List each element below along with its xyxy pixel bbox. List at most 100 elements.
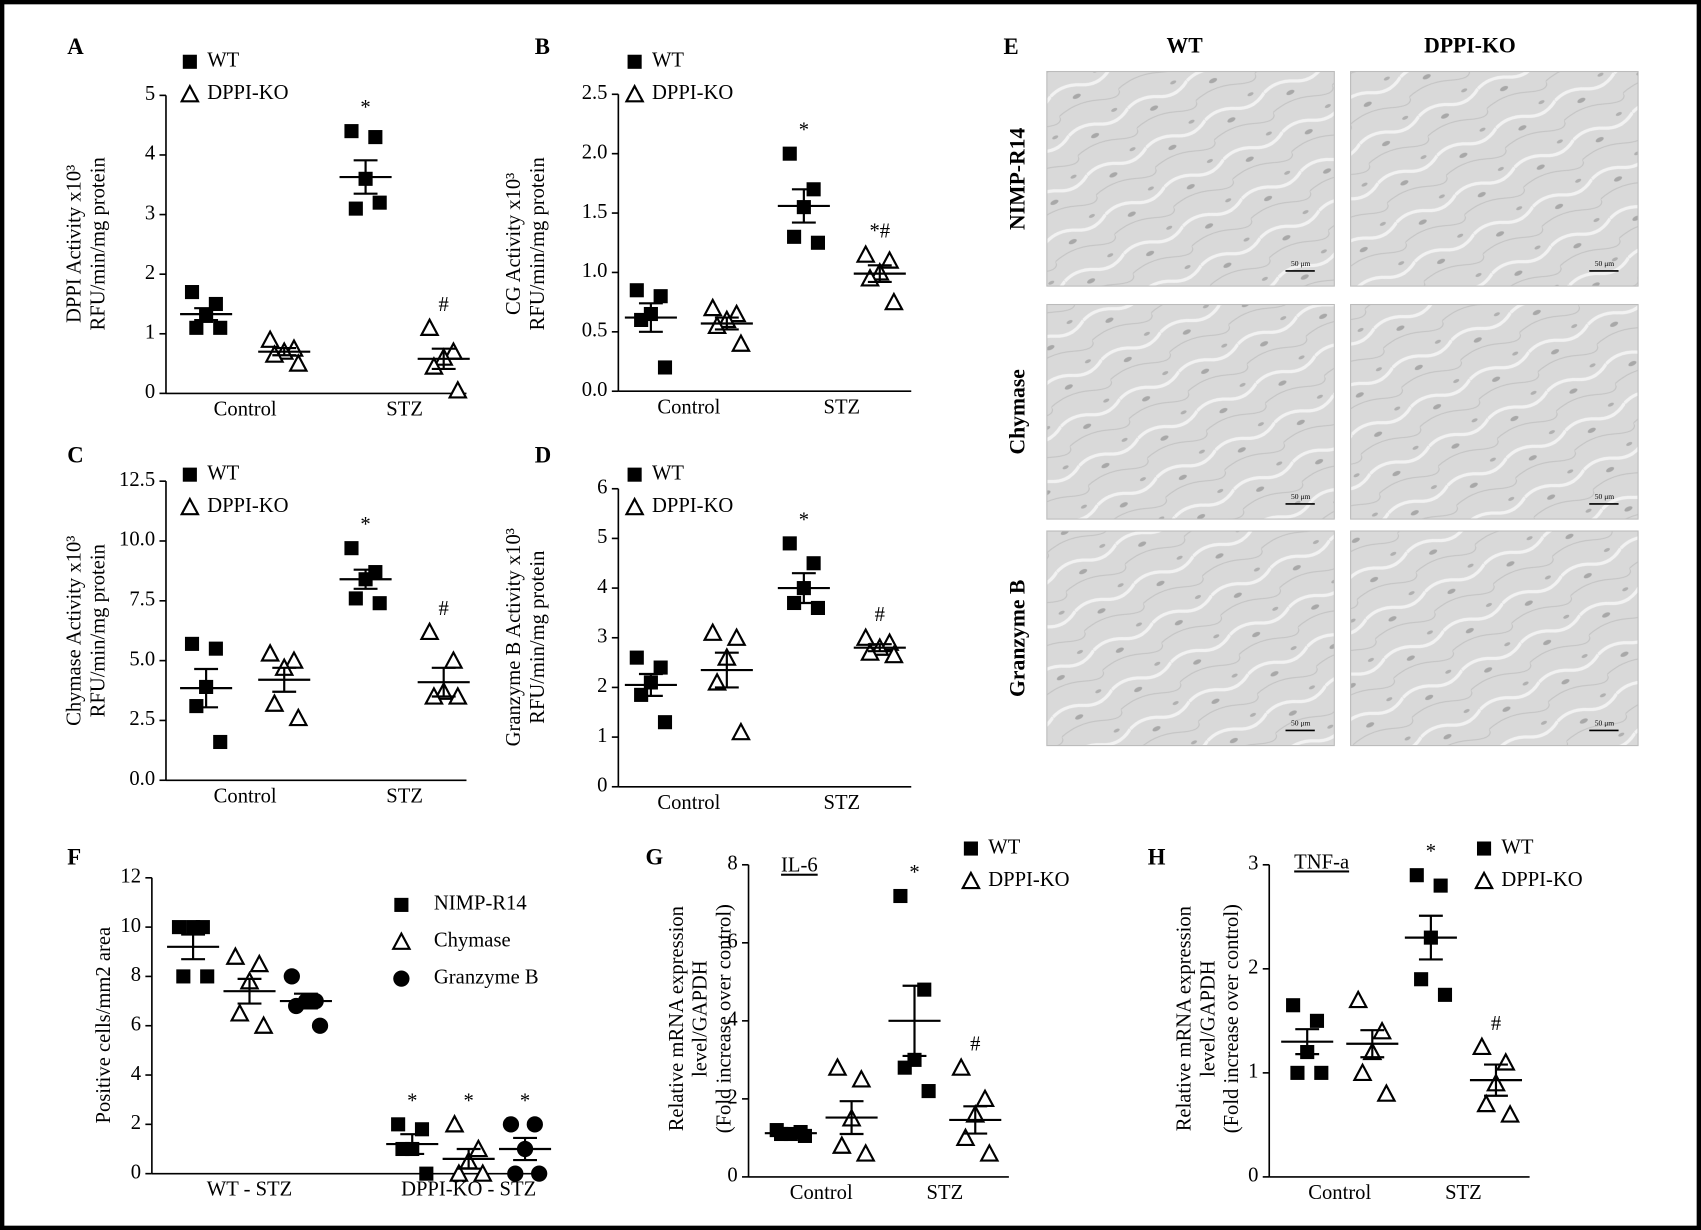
y-tick-label: 12 xyxy=(120,866,141,888)
legend-marker xyxy=(1474,870,1494,890)
marker-triangle xyxy=(249,953,270,973)
sem-bar xyxy=(293,992,318,1010)
sem-bar xyxy=(431,666,456,698)
legend-label: DPPI-KO xyxy=(207,495,288,517)
y-axis-label: RFU/min/mg protein xyxy=(88,544,110,717)
marker-triangle xyxy=(726,627,747,646)
y-tick-label: 2 xyxy=(145,262,155,284)
marker-square xyxy=(189,320,204,335)
panel-letter: H xyxy=(1148,845,1166,870)
marker-square xyxy=(200,969,215,984)
legend-marker xyxy=(179,83,200,103)
y-tick-label: 7.5 xyxy=(129,589,155,611)
marker-square xyxy=(184,285,200,300)
marker-square xyxy=(657,360,673,375)
marker-square xyxy=(1309,1013,1325,1028)
sem-bar xyxy=(791,572,816,605)
y-tick-label: 4 xyxy=(727,1009,737,1031)
significance-mark: * xyxy=(360,97,370,119)
x-category-label: STZ xyxy=(823,396,860,418)
y-axis-label: level/GAPDH xyxy=(690,960,712,1077)
sem-bar xyxy=(194,307,219,322)
y-tick-label: 1.5 xyxy=(582,201,608,223)
y-tick-label: 1 xyxy=(1248,1061,1258,1083)
legend-label: WT xyxy=(652,50,684,72)
legend-marker xyxy=(179,496,200,516)
y-tick-label: 0 xyxy=(1248,1165,1258,1187)
micrograph xyxy=(1046,530,1335,747)
marker-triangle xyxy=(1352,1062,1373,1081)
marker-triangle xyxy=(264,344,285,363)
scale-label: 50 μm xyxy=(1291,492,1311,501)
sem-bar xyxy=(237,977,262,1005)
marker-triangle xyxy=(264,693,285,712)
sem-bar xyxy=(194,667,219,709)
y-tick-label: 0 xyxy=(727,1165,737,1187)
sem-bar xyxy=(791,188,816,224)
y-tick-label: 2.5 xyxy=(582,82,608,104)
micrograph xyxy=(1350,303,1639,520)
marker-triangle xyxy=(855,627,876,646)
marker-triangle xyxy=(979,1143,1000,1162)
marker-triangle xyxy=(831,1135,852,1154)
x-category-label: Control xyxy=(214,785,277,807)
marker-square xyxy=(414,1122,430,1137)
y-axis-label: RFU/min/mg protein xyxy=(527,157,549,330)
y-tick-label: 8 xyxy=(131,964,141,986)
significance-mark: * xyxy=(799,120,809,142)
legend-label: WT xyxy=(207,462,239,484)
significance-mark: # xyxy=(970,1034,980,1056)
y-tick-label: 0.0 xyxy=(582,379,608,401)
sem-bar xyxy=(638,672,663,697)
marker-triangle xyxy=(1348,989,1369,1009)
panel-letter: A xyxy=(67,34,84,59)
marker-square xyxy=(395,1141,410,1157)
marker-circle xyxy=(507,1165,524,1182)
legend-label: WT xyxy=(988,836,1020,858)
y-tick-label: 3 xyxy=(1248,853,1258,875)
significance-mark: * xyxy=(407,1090,417,1112)
legend-marker xyxy=(394,897,409,912)
marker-triangle xyxy=(447,379,468,399)
x-category-label: Control xyxy=(790,1182,853,1204)
x-category-label: Control xyxy=(657,792,720,814)
significance-mark: * xyxy=(1426,841,1436,863)
scale-label: 50 μm xyxy=(1291,719,1311,728)
marker-square xyxy=(629,650,644,665)
y-tick-label: 1 xyxy=(145,322,155,344)
y-axis-label: CG Activity x10³ xyxy=(503,173,525,315)
micrograph xyxy=(1350,530,1639,747)
marker-triangle xyxy=(855,244,876,263)
legend-marker xyxy=(627,54,642,69)
marker-square xyxy=(171,920,187,935)
sem-bar xyxy=(513,1136,537,1162)
legend-marker xyxy=(963,841,978,856)
marker-square xyxy=(787,229,802,244)
marker-circle xyxy=(526,1116,543,1133)
y-axis-label: (Fold increase over control) xyxy=(713,904,735,1133)
legend-marker xyxy=(624,83,645,103)
marker-square xyxy=(634,312,649,327)
legend-marker xyxy=(960,870,981,890)
sem-bar xyxy=(181,933,206,961)
marker-triangle xyxy=(260,643,281,662)
sem-bar xyxy=(1484,1063,1508,1097)
y-axis-label: (Fold increase over control) xyxy=(1221,904,1243,1133)
subtitle: TNF-a xyxy=(1294,851,1349,873)
panel-letter: E xyxy=(1003,34,1018,59)
marker-triangle xyxy=(225,946,246,965)
y-tick-label: 0.5 xyxy=(582,320,608,342)
y-tick-label: 4 xyxy=(131,1063,141,1085)
sem-bar xyxy=(867,264,892,284)
legend-marker xyxy=(393,970,410,987)
marker-square xyxy=(806,556,821,571)
sem-bar xyxy=(963,1105,988,1135)
significance-mark: # xyxy=(439,294,449,316)
legend-label: WT xyxy=(207,50,239,72)
marker-square xyxy=(1290,1065,1305,1080)
scale-label: 50 μm xyxy=(1595,259,1615,268)
marker-triangle xyxy=(229,1002,250,1022)
marker-square xyxy=(184,636,200,651)
row-label: Granzyme B xyxy=(1006,580,1030,697)
marker-triangle xyxy=(702,297,723,317)
